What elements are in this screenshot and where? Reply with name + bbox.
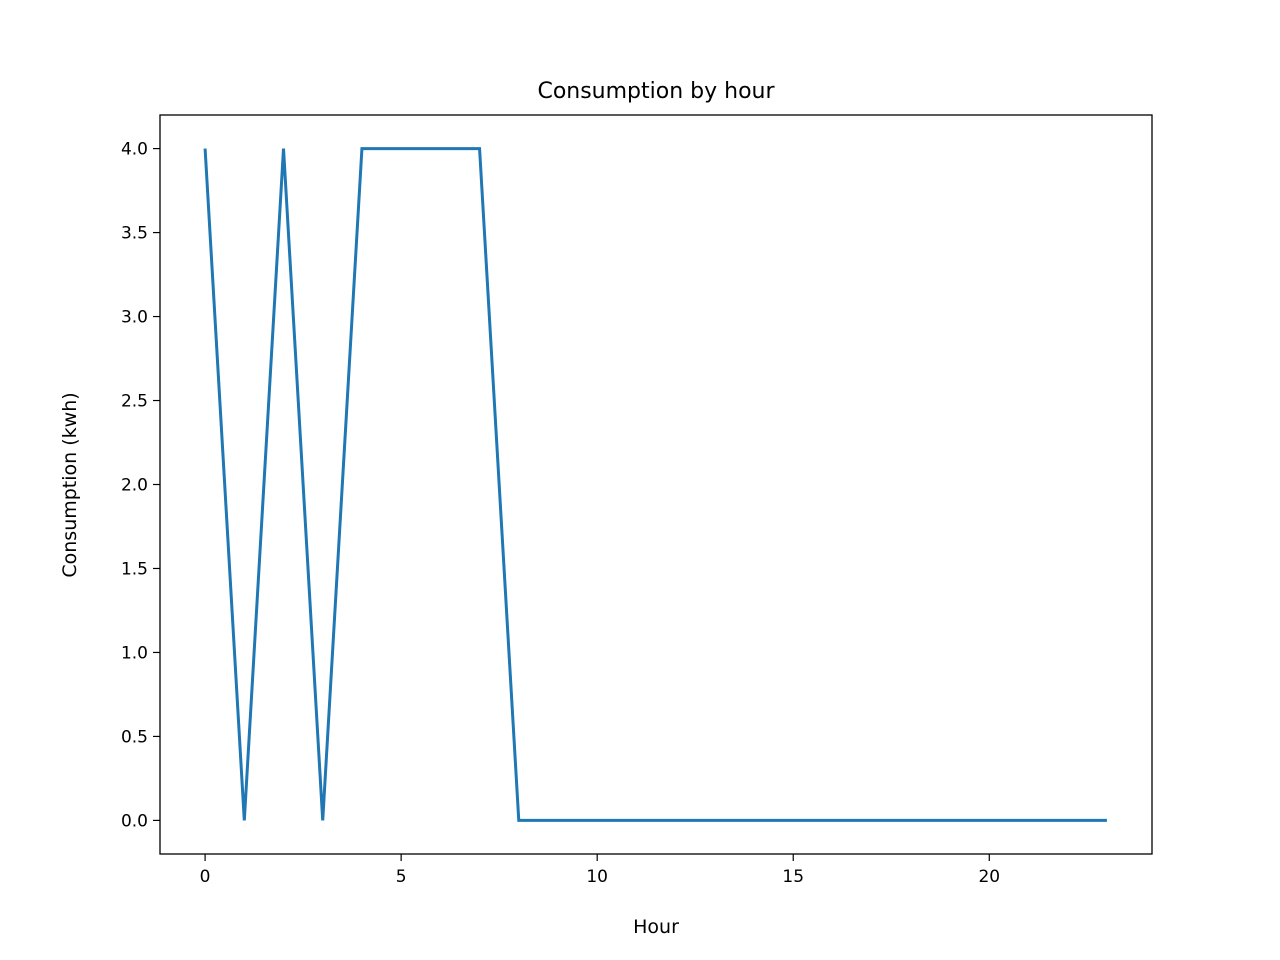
y-axis-label: Consumption (kwh)	[59, 392, 81, 577]
plot-area	[203, 147, 1107, 822]
x-tick-label: 0	[200, 867, 211, 887]
x-tick-label: 15	[782, 867, 804, 887]
y-tick-label: 2.0	[121, 476, 148, 496]
x-axis-label: Hour	[633, 916, 679, 938]
y-tick-label: 1.5	[121, 559, 148, 579]
x-tick-label: 5	[396, 867, 407, 887]
y-axis: 0.0 0.5 1.0 1.5 2.0 2.5 3.0 3.5 4.0	[121, 140, 160, 831]
y-tick-label: 0.0	[121, 811, 148, 831]
y-tick-label: 0.5	[121, 727, 148, 747]
y-tick-label: 1.0	[121, 643, 148, 663]
y-tick-label: 3.0	[121, 308, 148, 328]
series-line-0	[203, 147, 1107, 822]
y-tick-label: 4.0	[121, 140, 148, 160]
x-tick-label: 20	[978, 867, 1000, 887]
x-axis: 0 5 10 15 20	[200, 854, 1000, 887]
y-tick-label: 3.5	[121, 224, 148, 244]
x-tick-label: 10	[586, 867, 608, 887]
y-tick-label: 2.5	[121, 392, 148, 412]
chart-title: Consumption by hour	[537, 79, 775, 104]
